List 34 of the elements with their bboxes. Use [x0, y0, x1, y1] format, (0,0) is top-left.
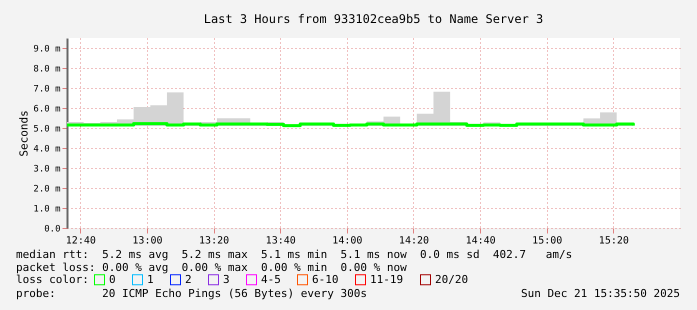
legend-label: 2 — [185, 272, 192, 286]
chart-title: Last 3 Hours from 933102cea9b5 to Name Server 3 — [204, 12, 544, 26]
legend-label: 3 — [223, 272, 230, 286]
x-tick-label: 13:00 — [132, 236, 163, 246]
legend-label: 20/20 — [435, 272, 468, 286]
y-tick-label: 0.0 — [44, 224, 60, 234]
x-tick-label: 15:20 — [598, 236, 629, 246]
x-tick-label: 13:20 — [199, 236, 230, 246]
y-tick-label: 7.0 m — [33, 84, 60, 94]
text: Sun Dec 21 15:35:50 2025 — [521, 287, 680, 300]
y-tick-label: 1.0 m — [33, 204, 60, 214]
y-tick-label: 5.0 m — [33, 124, 60, 134]
text: median rtt: 5.2 ms avg 5.2 ms max 5.1 ms min 5.1 ms now 0.0 ms sd 402.7 am/s — [16, 248, 572, 261]
legend-label: 4-5 — [261, 272, 281, 286]
y-tick-label: 2.0 m — [33, 184, 60, 194]
y-tick-label: 4.0 m — [33, 144, 60, 154]
x-tick-label: 15:00 — [532, 236, 562, 246]
legend-label: 1 — [147, 272, 154, 286]
legend-label: 6-10 — [312, 272, 338, 286]
x-tick-label: 14:00 — [332, 236, 362, 246]
y-tick-label: 6.0 m — [33, 104, 60, 114]
x-tick-label: 13:40 — [266, 236, 296, 246]
y-tick-label: 3.0 m — [33, 164, 60, 174]
legend-label: 0 — [109, 272, 116, 286]
text: probe: 20 ICMP Echo Pings (56 Bytes) every 300s — [16, 287, 367, 300]
text: packet loss: 0.00 % avg 0.00 % max 0.00 % min 0.00 % now — [16, 261, 408, 274]
y-axis-title: Seconds — [17, 110, 30, 157]
x-tick-label: 14:40 — [466, 236, 496, 246]
legend-title: loss color: — [16, 273, 89, 286]
x-tick-label: 12:40 — [66, 236, 96, 246]
y-tick-label: 9.0 m — [33, 44, 60, 54]
y-tick-label: 8.0 m — [33, 64, 60, 74]
x-tick-label: 14:20 — [398, 236, 430, 246]
legend-label: 11-19 — [370, 272, 404, 286]
